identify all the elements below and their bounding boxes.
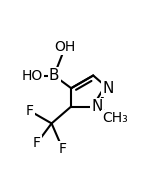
Text: N: N [91, 99, 103, 114]
Text: CH₃: CH₃ [102, 111, 128, 125]
Text: B: B [49, 68, 59, 83]
Text: F: F [33, 136, 41, 150]
Text: OH: OH [55, 40, 76, 54]
Text: N: N [102, 81, 114, 96]
Text: HO: HO [21, 68, 43, 83]
Text: F: F [59, 142, 67, 156]
Text: F: F [26, 104, 33, 118]
